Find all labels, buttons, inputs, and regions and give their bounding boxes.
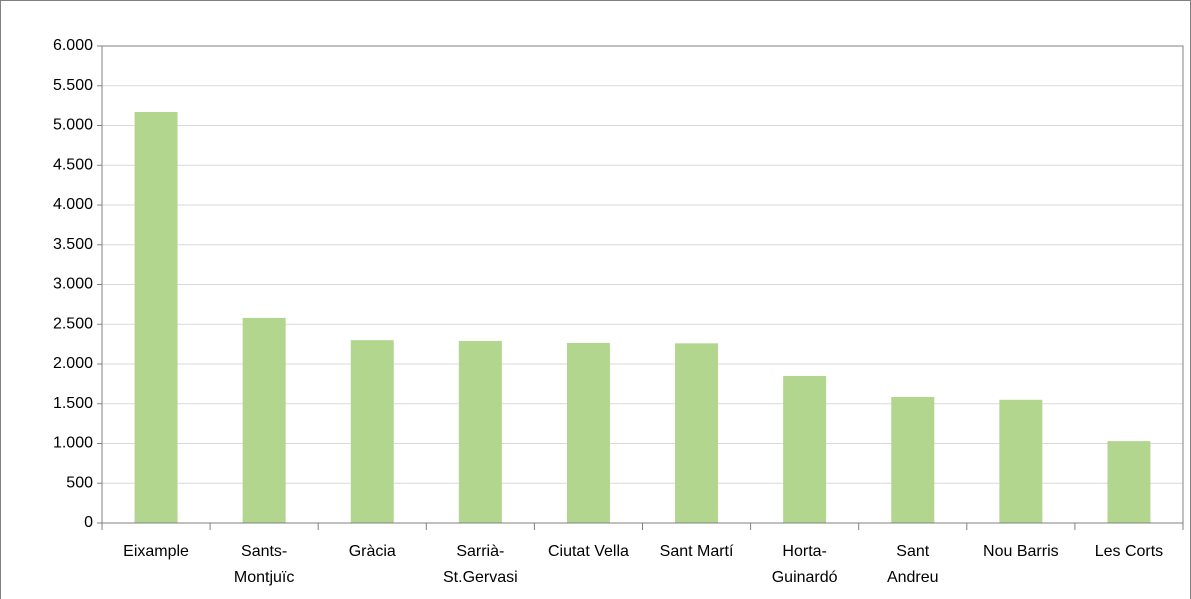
y-tick-label: 2.000: [53, 355, 93, 372]
x-tick-label-line: Montjuïc: [234, 569, 294, 586]
x-tick-label-line: Sant: [896, 543, 929, 560]
y-tick-label: 4.500: [53, 156, 93, 173]
x-tick-label: Nou Barris: [983, 543, 1059, 560]
x-tick-label: Sant Andreu: [887, 543, 939, 586]
bar: [783, 375, 827, 523]
x-tick-label-line: Sant Martí: [660, 543, 734, 560]
y-tick-label: 0: [84, 514, 93, 531]
x-tick-label-line: Sarrià-: [456, 543, 504, 560]
x-tick-label-line: Ciutat Vella: [548, 543, 629, 560]
x-tick-label-line: Les Corts: [1095, 543, 1163, 560]
bar: [458, 340, 502, 523]
y-tick-label: 3.500: [53, 236, 93, 253]
bar: [1107, 441, 1151, 523]
y-tick-label: 5.500: [53, 77, 93, 94]
bar: [566, 342, 610, 523]
bar: [242, 317, 286, 523]
bar: [350, 340, 394, 523]
x-tick-label-line: Andreu: [887, 569, 939, 586]
y-tick-label: 1.000: [53, 435, 93, 452]
bar: [999, 399, 1043, 523]
x-tick-label-line: Sants-: [241, 543, 287, 560]
y-tick-label: 1.500: [53, 395, 93, 412]
x-tick-label: Gràcia: [349, 543, 396, 560]
y-tick-label: 5.000: [53, 117, 93, 134]
x-tick-label-line: Gràcia: [349, 543, 396, 560]
x-tick-label: Sants- Montjuïc: [234, 543, 294, 586]
y-tick-label: 3.000: [53, 276, 93, 293]
y-tick-label: 2.500: [53, 315, 93, 332]
y-tick-label: 6.000: [53, 37, 93, 54]
x-tick-label-line: Eixample: [123, 543, 189, 560]
x-tick-label: Les Corts: [1095, 543, 1163, 560]
x-tick-label: Ciutat Vella: [548, 543, 629, 560]
x-tick-label: Eixample: [123, 543, 189, 560]
y-tick-label: 500: [66, 474, 93, 491]
x-tick-label-line: Guinardó: [772, 569, 838, 586]
bar: [675, 343, 719, 523]
bar: [891, 396, 935, 523]
x-tick-label: Sant Martí: [660, 543, 734, 560]
bar: [134, 111, 178, 524]
y-tick-label: 4.000: [53, 196, 93, 213]
x-tick-label-line: Nou Barris: [983, 543, 1059, 560]
x-tick-label-line: St.Gervasi: [443, 569, 518, 586]
x-tick-label: Horta- Guinardó: [772, 543, 838, 586]
x-tick-label-line: Horta-: [782, 543, 826, 560]
x-tick-label: Sarrià- St.Gervasi: [443, 543, 518, 586]
plot-area: [101, 45, 1184, 524]
